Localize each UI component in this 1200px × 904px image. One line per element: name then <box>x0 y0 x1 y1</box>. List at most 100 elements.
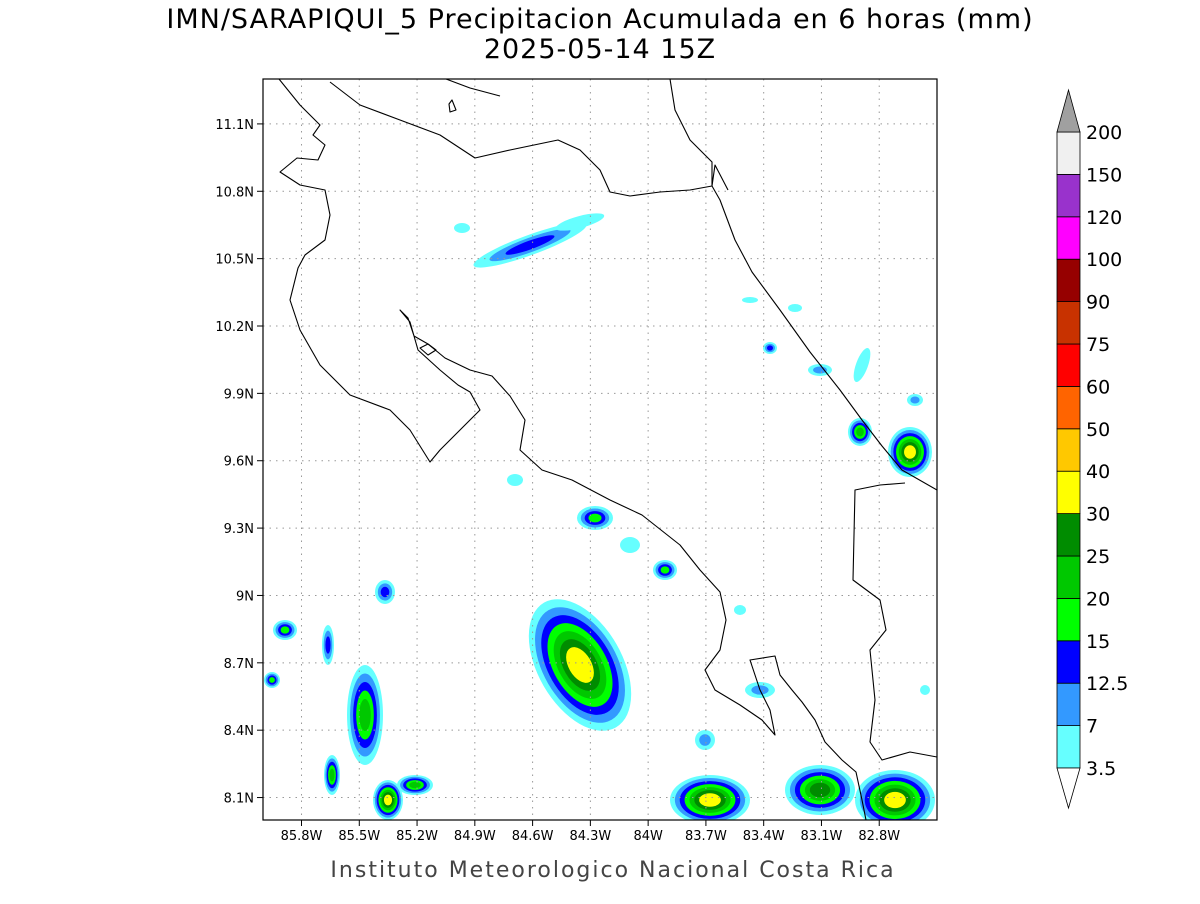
colorbar-label: 15 <box>1086 631 1110 653</box>
rain-cell <box>269 677 275 683</box>
x-tick-label: 84.6W <box>512 829 554 844</box>
subtitle: 2025-05-14 15Z <box>484 34 716 65</box>
y-tick-label: 8.4N <box>224 724 254 739</box>
rain-cell <box>904 445 916 459</box>
rain-cell <box>409 781 421 789</box>
rain-cell <box>742 297 758 303</box>
colorbar-box <box>1056 725 1081 769</box>
rain-cell <box>588 513 602 523</box>
colorbar-label: 60 <box>1086 376 1110 398</box>
colorbar-label: 75 <box>1086 334 1110 356</box>
x-tick-label: 84.3W <box>569 829 611 844</box>
colorbar-box <box>1056 385 1081 430</box>
colorbar-box <box>1056 173 1081 218</box>
colorbar-label: 40 <box>1086 461 1110 483</box>
colorbar-box <box>1056 555 1081 599</box>
plot-frame <box>262 78 938 821</box>
colorbar-box <box>1056 131 1081 175</box>
rain-cell <box>329 768 335 782</box>
island <box>419 343 437 356</box>
nicaragua-coast <box>669 79 729 191</box>
rain-cell <box>699 793 721 807</box>
x-tick-label: 83.7W <box>685 829 727 844</box>
rain-cell <box>809 782 831 798</box>
colorbar-label: 150 <box>1086 164 1122 186</box>
colorbar-label: 30 <box>1086 504 1110 526</box>
rain-cell <box>660 566 670 574</box>
y-tick-label: 8.1N <box>224 792 254 807</box>
caribbean-coast <box>329 81 937 491</box>
colorbar-box <box>1056 258 1081 303</box>
rain-cell <box>766 345 774 351</box>
colorbar-label: 7 <box>1086 716 1098 738</box>
island <box>448 99 457 113</box>
y-tick-label: 9.6N <box>224 455 254 470</box>
lake-shore <box>445 79 501 97</box>
colorbar-below <box>1056 767 1081 810</box>
colorbar-box <box>1056 301 1081 345</box>
footer: Instituto Meteorologico Nacional Costa R… <box>330 858 895 883</box>
colorbar-label: 90 <box>1086 292 1110 314</box>
rain-cell <box>920 685 930 695</box>
coastlines <box>278 79 937 820</box>
colorbar-box <box>1056 598 1081 642</box>
title: IMN/SARAPIQUI_5 Precipitacion Acumulada … <box>166 4 1033 35</box>
rain-cell <box>699 734 711 746</box>
colorbar-label: 100 <box>1086 249 1122 271</box>
colorbar-box <box>1056 343 1081 387</box>
colorbar-label: 50 <box>1086 419 1110 441</box>
colorbar-label: 12.5 <box>1086 673 1128 695</box>
y-tick-label: 9.3N <box>224 522 254 537</box>
rain-cell <box>734 605 746 615</box>
colorbar-box <box>1056 428 1081 472</box>
y-tick-label: 9N <box>236 589 254 604</box>
rain-cell <box>507 474 523 486</box>
y-tick-label: 10.2N <box>215 320 254 335</box>
rain-cell <box>566 647 594 683</box>
y-tick-label: 10.5N <box>215 253 254 268</box>
colorbar-box <box>1056 216 1081 260</box>
rain-cell <box>910 396 920 404</box>
x-tick-label: 85.5W <box>338 829 380 844</box>
rain-cell <box>505 235 555 255</box>
rain-cell <box>555 213 605 231</box>
colorbar-box <box>1056 470 1081 515</box>
rain-cell <box>380 586 390 598</box>
colorbar-label: 20 <box>1086 588 1110 610</box>
rain-cell <box>856 427 864 437</box>
rain-cell <box>280 626 290 634</box>
colorbar-label: 200 <box>1086 122 1122 144</box>
colorbar-box <box>1056 640 1081 684</box>
y-tick-label: 9.9N <box>224 387 254 402</box>
x-tick-label: 84.9W <box>454 829 496 844</box>
x-tick-label: 85.8W <box>281 829 323 844</box>
colorbar-label: 120 <box>1086 207 1122 229</box>
colorbar-box <box>1056 682 1081 727</box>
x-tick-label: 84W <box>633 829 663 844</box>
x-tick-label: 82.8W <box>858 829 900 844</box>
precipitation-field <box>264 213 935 820</box>
rain-cell <box>359 699 371 731</box>
x-tick-label: 85.2W <box>396 829 438 844</box>
panama-border <box>852 482 937 761</box>
colorbar-above <box>1056 88 1081 133</box>
x-tick-label: 83.1W <box>801 829 843 844</box>
colorbar-box <box>1056 513 1081 557</box>
rain-cell <box>620 537 640 553</box>
y-tick-label: 8.7N <box>224 657 254 672</box>
colorbar-label: 25 <box>1086 546 1110 568</box>
rain-cell <box>788 304 802 312</box>
rain-cell <box>884 791 906 809</box>
colorbar: 3.5 7 12.5 15 20 25 30 40 50 60 75 90 100 120 150 200 <box>1056 88 1128 810</box>
y-tick-label: 11.1N <box>215 118 254 133</box>
grid: 85.8W 85.5W 85.2W 84.9W 84.6W 84.3W 84W 83.7W 83… <box>215 79 937 844</box>
colorbar-label: 3.5 <box>1086 758 1116 780</box>
pacific-coast <box>278 79 867 820</box>
rain-cell <box>853 347 871 383</box>
rain-cell <box>325 636 331 654</box>
x-tick-label: 83.4W <box>743 829 785 844</box>
y-tick-label: 10.8N <box>215 185 254 200</box>
rain-cell <box>454 223 470 233</box>
